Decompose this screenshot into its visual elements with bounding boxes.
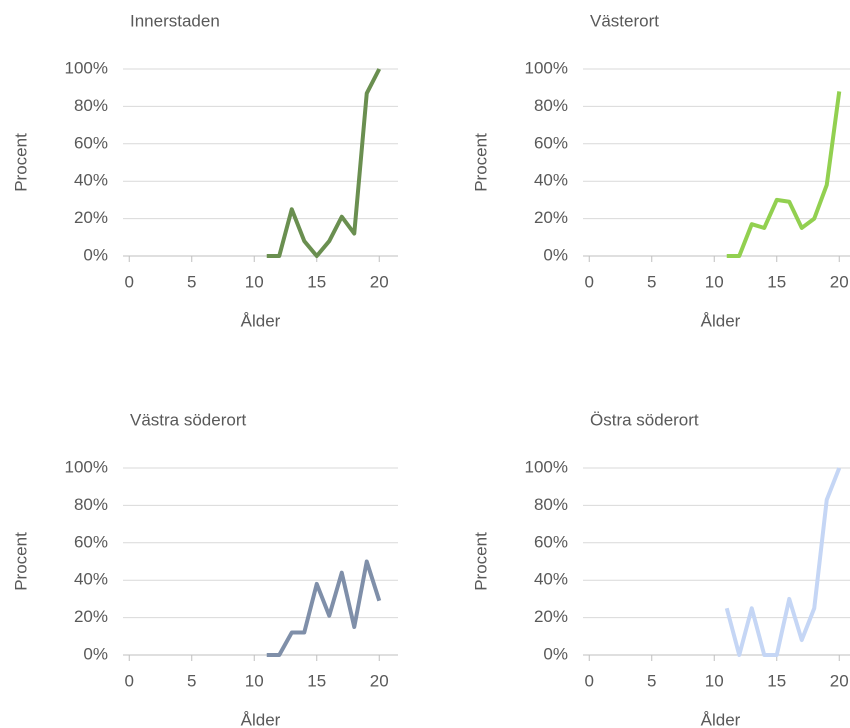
y-tick-label: 20%: [74, 607, 108, 626]
x-tick-label: 5: [647, 272, 656, 291]
x-axis-label: Ålder: [701, 311, 741, 330]
x-tick-label: 15: [767, 671, 786, 690]
x-tick-label: 0: [125, 272, 134, 291]
y-tick-label: 100%: [525, 457, 568, 476]
y-axis-label: Procent: [11, 133, 30, 192]
x-tick-label: 0: [125, 671, 134, 690]
y-tick-label: 60%: [74, 133, 108, 152]
y-axis-label: Procent: [471, 133, 490, 192]
x-axis-label: Ålder: [241, 710, 281, 728]
chart-panel: Östra söderort 0% 20% 40% 60% 80% 100% 0 5 10 15 20…: [471, 410, 850, 728]
x-tick-label: 15: [307, 272, 326, 291]
y-tick-label: 20%: [534, 208, 568, 227]
y-tick-label: 0%: [83, 644, 108, 663]
chart-title: Västra söderort: [130, 410, 246, 429]
data-line: [726, 91, 842, 258]
y-tick-label: 80%: [534, 495, 568, 514]
chart-panel: Västerort 0% 20% 40% 60% 80% 100% 0 5 10 15 20 Ålder…: [471, 11, 850, 330]
x-axis-label: Ålder: [241, 311, 281, 330]
y-tick-label: 60%: [534, 133, 568, 152]
y-tick-label: 80%: [74, 96, 108, 115]
chart-title: Innerstaden: [130, 11, 220, 30]
y-tick-label: 0%: [543, 245, 568, 264]
x-tick-label: 20: [830, 671, 849, 690]
y-tick-label: 100%: [65, 457, 108, 476]
y-tick-label: 100%: [525, 58, 568, 77]
x-axis-label: Ålder: [701, 710, 741, 728]
data-line: [266, 68, 382, 258]
x-tick-label: 15: [307, 671, 326, 690]
chart-panel: Västra söderort 0% 20% 40% 60% 80% 100% 0 5 10 15 2…: [11, 410, 398, 728]
y-tick-label: 0%: [83, 245, 108, 264]
y-tick-label: 20%: [74, 208, 108, 227]
x-tick-label: 0: [585, 671, 594, 690]
y-tick-label: 40%: [74, 570, 108, 589]
y-tick-label: 40%: [534, 171, 568, 190]
y-axis-label: Procent: [471, 532, 490, 591]
x-tick-label: 15: [767, 272, 786, 291]
y-tick-label: 80%: [74, 495, 108, 514]
x-tick-label: 10: [705, 272, 724, 291]
y-tick-label: 100%: [65, 58, 108, 77]
x-tick-label: 20: [830, 272, 849, 291]
y-tick-label: 80%: [534, 96, 568, 115]
chart-title: Östra söderort: [590, 410, 699, 429]
data-line: [724, 467, 842, 657]
y-axis-label: Procent: [11, 532, 30, 591]
x-tick-label: 5: [187, 671, 196, 690]
x-tick-label: 10: [705, 671, 724, 690]
x-tick-label: 10: [245, 671, 264, 690]
x-tick-label: 10: [245, 272, 264, 291]
y-tick-label: 40%: [534, 570, 568, 589]
x-tick-label: 20: [370, 272, 389, 291]
y-tick-label: 20%: [534, 607, 568, 626]
y-tick-label: 40%: [74, 171, 108, 190]
x-tick-label: 20: [370, 671, 389, 690]
y-tick-label: 0%: [543, 644, 568, 663]
x-tick-label: 5: [647, 671, 656, 690]
y-tick-label: 60%: [534, 532, 568, 551]
y-tick-label: 60%: [74, 532, 108, 551]
chart-title: Västerort: [590, 11, 659, 30]
x-tick-label: 0: [585, 272, 594, 291]
chart-panel: Innerstaden 0% 20% 40% 60% 80% 100% 0 5 10 15 20 Åld…: [11, 11, 398, 330]
x-tick-label: 5: [187, 272, 196, 291]
data-line: [266, 559, 382, 657]
